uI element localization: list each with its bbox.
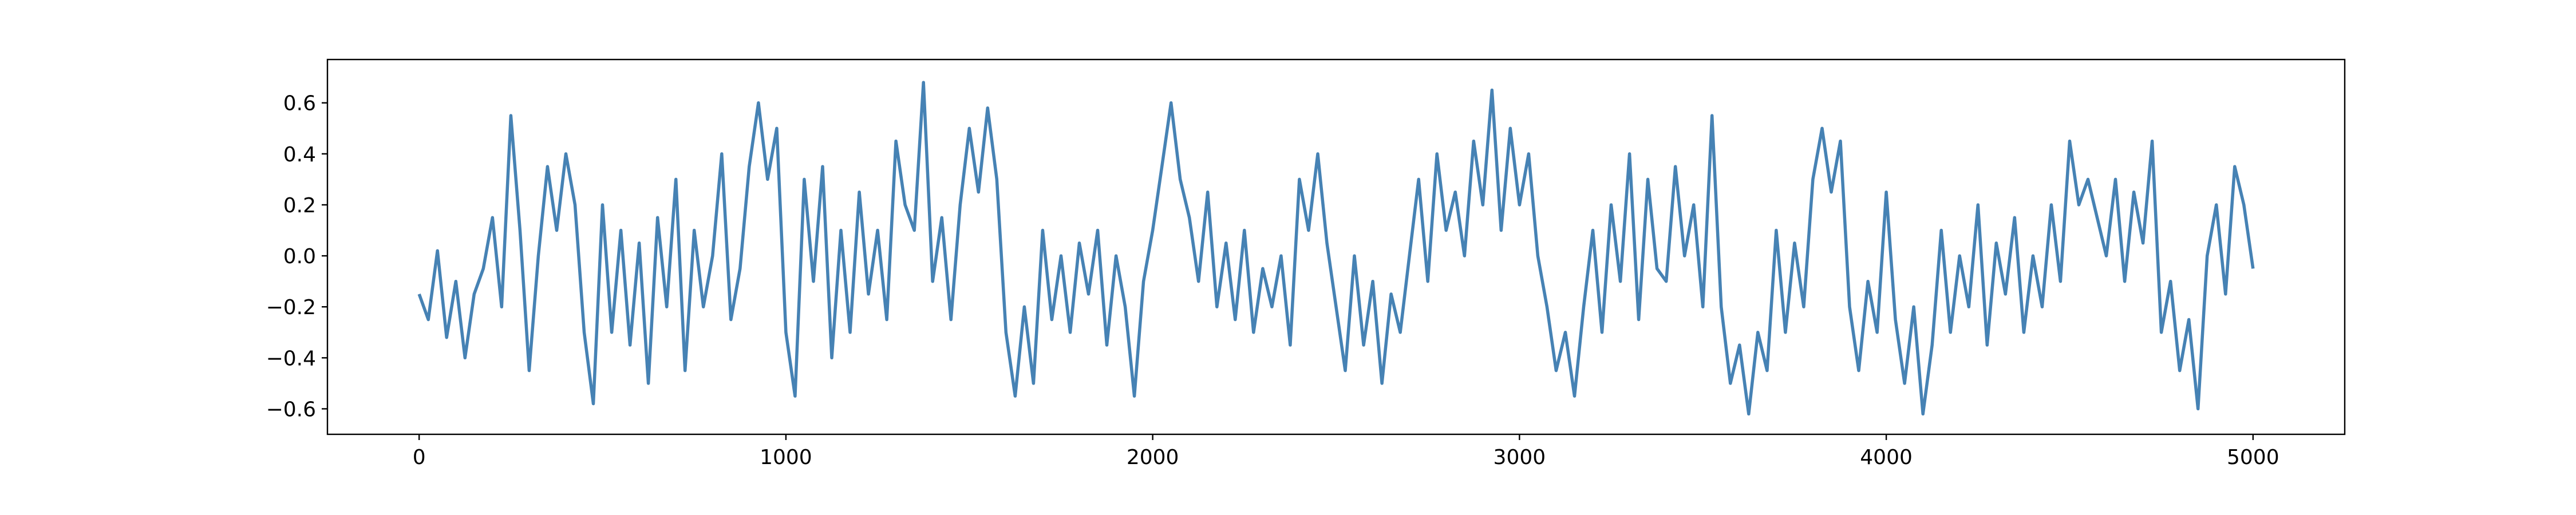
x-tick-label: 0 (413, 446, 426, 469)
y-tick-label: −0.2 (266, 296, 316, 319)
x-tick-label: 2000 (1127, 446, 1179, 469)
y-tick-label: 0.2 (283, 194, 316, 217)
y-tick-label: −0.4 (266, 347, 316, 370)
x-tick-label: 1000 (760, 446, 812, 469)
y-tick-label: 0.0 (283, 245, 316, 268)
data-line (417, 81, 2255, 416)
x-tick-label: 4000 (1860, 446, 1913, 469)
plot-frame (326, 58, 2346, 435)
y-tick-label: −0.6 (266, 398, 316, 421)
y-tick-label: 0.6 (283, 92, 316, 116)
y-tick-label: 0.4 (283, 143, 316, 167)
x-tick-label: 5000 (2227, 446, 2279, 469)
x-tick-label: 3000 (1494, 446, 1546, 469)
